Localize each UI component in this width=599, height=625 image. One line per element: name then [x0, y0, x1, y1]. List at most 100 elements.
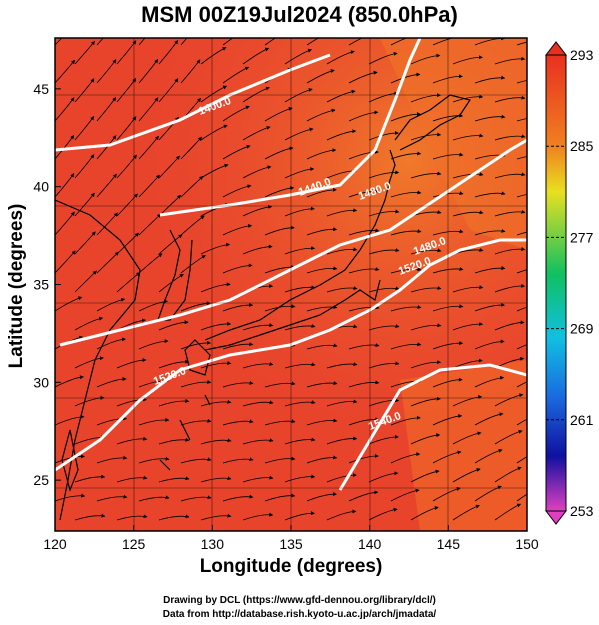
streamline	[348, 38, 363, 46]
streamline	[474, 448, 503, 464]
china-coast	[55, 199, 141, 521]
streamline	[306, 69, 335, 84]
streamline	[306, 305, 338, 312]
streamline	[222, 66, 250, 84]
streamline	[158, 359, 190, 369]
streamline	[96, 59, 117, 84]
streamline	[516, 156, 527, 160]
streamline	[180, 495, 212, 502]
streamline	[55, 97, 75, 122]
streamline	[306, 455, 338, 464]
streamline	[116, 397, 148, 407]
streamline	[116, 232, 140, 255]
streamline	[96, 38, 104, 46]
streamline	[494, 209, 526, 217]
contour-line-1540	[338, 363, 527, 491]
kyushu-coast	[184, 339, 211, 376]
streamline	[432, 191, 464, 198]
x-tick-label: 140	[358, 536, 382, 552]
contour-line-1520	[55, 238, 527, 472]
streamline	[390, 38, 408, 46]
streamline	[264, 456, 296, 464]
streamline	[452, 172, 484, 179]
streamline	[326, 247, 358, 255]
streamline	[158, 116, 179, 141]
streamline	[348, 343, 380, 350]
credit-drawing: Drawing by DCL (https://www.gfd-dennou.o…	[163, 595, 436, 606]
streamline	[138, 495, 170, 502]
streamline	[368, 434, 399, 445]
streamline	[494, 320, 525, 331]
streamline	[368, 471, 399, 483]
streamline	[306, 108, 336, 122]
streamline	[390, 112, 421, 122]
streamline	[348, 453, 379, 464]
streamline	[222, 184, 252, 198]
streamline	[494, 429, 523, 445]
streamline	[264, 107, 293, 122]
streamline	[96, 337, 126, 350]
streamline	[452, 394, 483, 407]
streamline	[306, 266, 338, 274]
streamline	[494, 283, 526, 293]
streamline	[264, 225, 295, 236]
streamline	[452, 321, 484, 331]
streamline	[348, 228, 380, 236]
colorbar-tick-label: 277	[570, 229, 594, 245]
streamline	[138, 174, 160, 198]
streamline	[326, 129, 357, 141]
streamline	[348, 70, 378, 84]
streamline	[180, 340, 212, 350]
contour-line-1440	[159, 38, 422, 217]
streamline	[516, 41, 527, 46]
streamline	[306, 381, 338, 388]
streamline	[242, 323, 274, 331]
streamline	[410, 360, 442, 369]
streamline	[494, 134, 526, 141]
streamline	[326, 399, 358, 407]
streamline	[222, 223, 253, 236]
streamline	[158, 39, 179, 65]
streamline	[284, 437, 316, 445]
streamline	[494, 172, 526, 179]
streamline	[96, 416, 127, 426]
streamline	[410, 53, 441, 65]
streamline	[390, 488, 420, 502]
grid-lines	[55, 38, 527, 531]
x-tick-label: 135	[279, 536, 303, 552]
streamline	[306, 187, 337, 198]
x-tick-label: 145	[437, 536, 461, 552]
streamline	[180, 38, 188, 46]
streamline	[452, 358, 483, 369]
streamline	[368, 507, 398, 521]
streamline	[452, 210, 484, 217]
streamline	[284, 127, 314, 141]
streamline	[96, 96, 117, 122]
streamline	[116, 272, 141, 293]
streamline	[242, 86, 270, 103]
streamline	[96, 173, 117, 198]
streamline	[390, 72, 421, 84]
streamline	[242, 438, 274, 445]
streamline	[432, 152, 464, 160]
y-tick-label: 30	[33, 374, 49, 390]
streamline	[368, 361, 400, 369]
streamline	[222, 144, 251, 160]
streamline	[348, 305, 380, 312]
streamline	[452, 94, 484, 103]
streamline	[200, 163, 229, 179]
colorbar-tick-label: 269	[570, 321, 594, 337]
streamline	[200, 85, 228, 103]
streamline	[180, 215, 205, 236]
colorbar: 293 285 277 269 261 253	[544, 41, 594, 525]
streamline	[348, 267, 380, 274]
streamline	[432, 414, 463, 426]
colorbar-ticks: 293 285 277 269 261 253	[546, 47, 594, 519]
streamline	[284, 167, 315, 179]
streamline	[264, 381, 296, 388]
streamline	[516, 231, 527, 236]
streamline	[368, 130, 399, 141]
geopotential-contours	[55, 38, 527, 491]
streamline	[222, 494, 254, 502]
streamline	[180, 301, 211, 312]
